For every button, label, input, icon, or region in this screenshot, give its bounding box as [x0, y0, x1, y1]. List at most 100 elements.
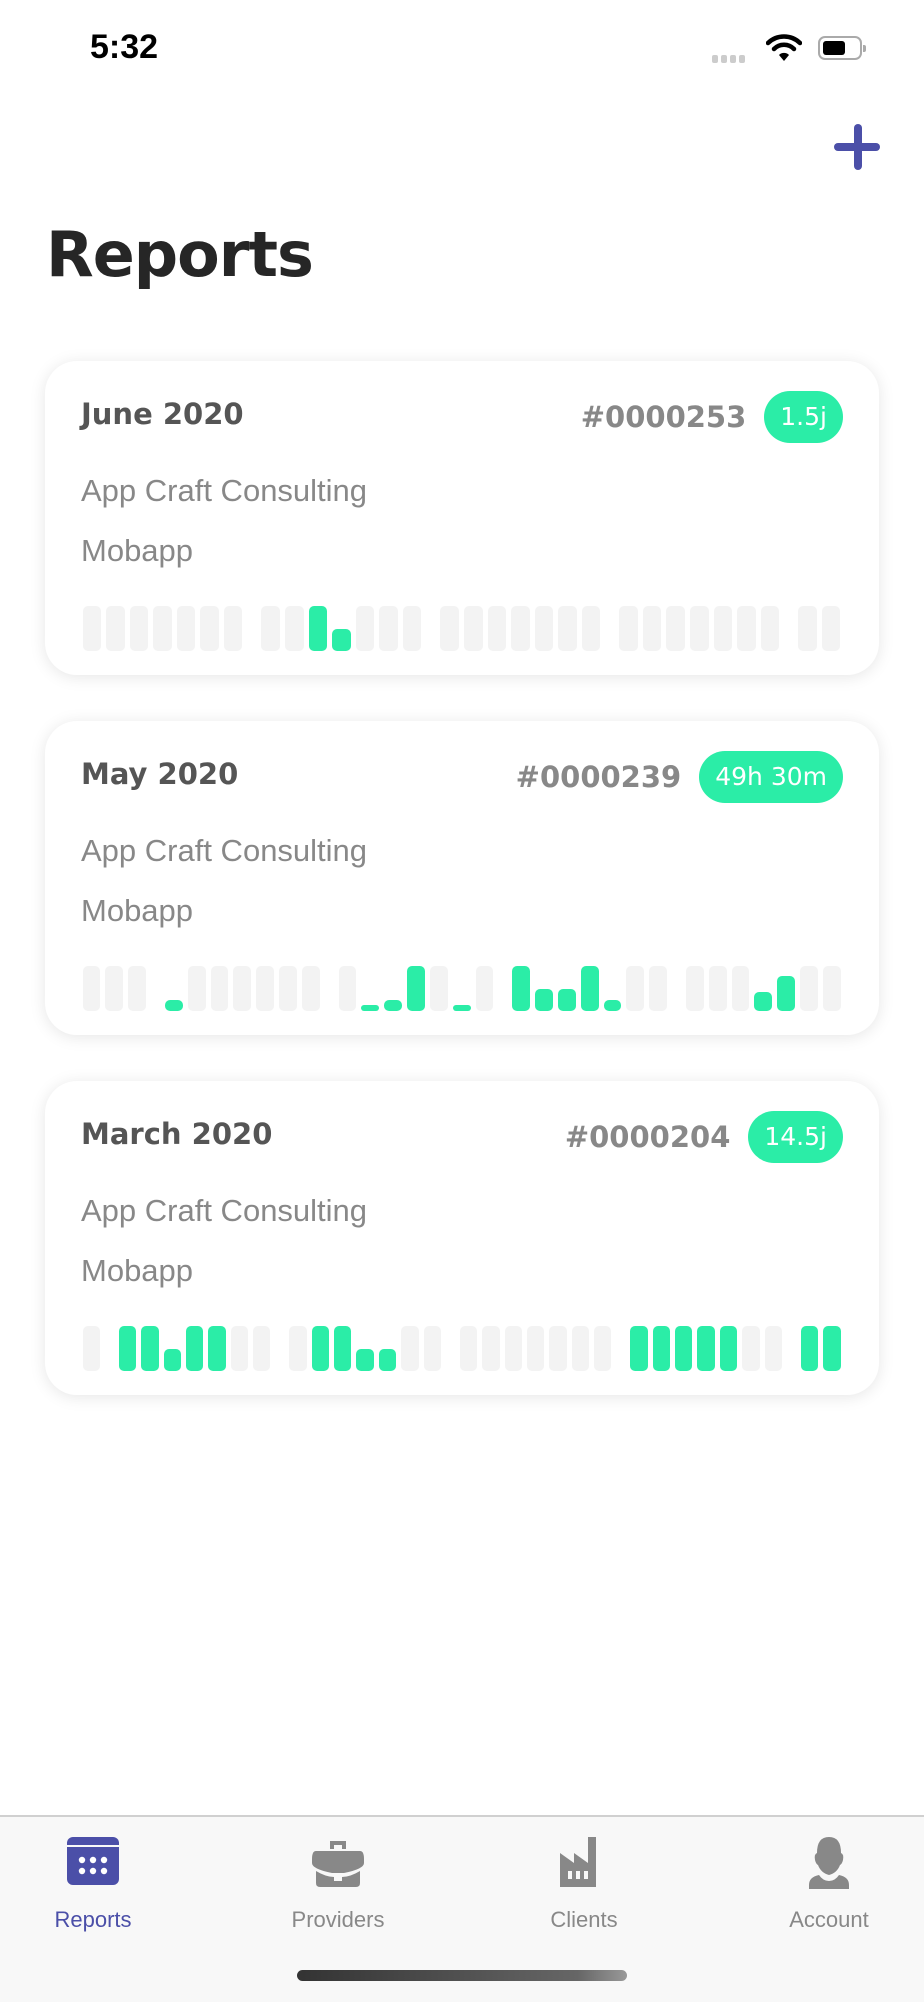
- day-bar-active: [164, 999, 183, 1011]
- day-bar-active: [800, 1326, 819, 1371]
- day-bar-active: [630, 1326, 648, 1371]
- day-bar-active: [356, 1348, 374, 1371]
- report-card[interactable]: May 2020 #0000239 49h 30m App Craft Cons…: [45, 721, 879, 1035]
- day-bar-empty: [666, 606, 685, 651]
- report-month: June 2020: [81, 397, 244, 431]
- home-indicator[interactable]: [297, 1970, 627, 1981]
- day-bar-empty: [402, 606, 422, 651]
- day-bar-empty: [800, 966, 818, 1011]
- day-bar-active: [697, 1326, 715, 1371]
- day-bar-active: [407, 966, 425, 1011]
- day-bar-active: [334, 1326, 352, 1371]
- calendar-icon: [67, 1837, 119, 1885]
- duration-badge: 14.5j: [748, 1111, 843, 1163]
- day-bar-empty: [253, 1326, 271, 1371]
- day-bar-active: [208, 1326, 226, 1371]
- day-bar-active: [512, 966, 531, 1011]
- day-bar-empty: [187, 966, 206, 1011]
- day-bar-active: [311, 1326, 330, 1371]
- day-bar-active: [823, 1326, 841, 1371]
- day-bar-empty: [690, 606, 709, 651]
- status-time: 5:32: [90, 28, 159, 66]
- day-bar-empty: [558, 606, 577, 651]
- add-report-button[interactable]: [834, 124, 880, 170]
- day-bar-empty: [82, 606, 102, 651]
- day-bar-empty: [821, 606, 841, 651]
- day-bar-empty: [642, 606, 662, 651]
- tab-label: Clients: [550, 1907, 618, 1932]
- report-number: #0000253: [580, 400, 747, 434]
- day-bar-empty: [511, 606, 530, 651]
- report-card[interactable]: June 2020 #0000253 1.5j App Craft Consul…: [45, 361, 879, 675]
- day-bar-empty: [105, 966, 124, 1011]
- day-bar-empty: [459, 1326, 478, 1371]
- day-bar-empty: [200, 606, 219, 651]
- day-bar-empty: [475, 966, 494, 1011]
- day-bar-active: [163, 1348, 181, 1371]
- report-project: Mobapp: [81, 893, 194, 928]
- day-bar-active: [141, 1326, 159, 1371]
- tab-label: Providers: [291, 1907, 385, 1932]
- user-icon: [809, 1837, 849, 1889]
- day-bar-active: [754, 991, 773, 1011]
- daily-activity-chart: [80, 966, 843, 1011]
- report-client: App Craft Consulting: [81, 1193, 368, 1228]
- day-bar-active: [557, 988, 576, 1011]
- report-number: #0000239: [515, 760, 682, 794]
- day-bar-active: [308, 606, 328, 651]
- day-bar-empty: [401, 1326, 419, 1371]
- tab-reports[interactable]: Reports: [0, 1835, 193, 1933]
- day-bar-empty: [210, 966, 229, 1011]
- day-bar-active: [185, 1326, 204, 1371]
- day-bar-empty: [176, 606, 196, 651]
- day-bar-empty: [526, 1326, 545, 1371]
- day-bar-empty: [261, 606, 280, 651]
- day-bar-empty: [230, 1326, 249, 1371]
- day-bar-empty: [708, 966, 727, 1011]
- tab-account[interactable]: Account: [729, 1835, 924, 1933]
- cellular-signal-icon: [712, 55, 745, 63]
- day-bar-empty: [429, 966, 448, 1011]
- day-bar-active: [332, 628, 351, 651]
- day-bar-empty: [731, 966, 750, 1011]
- briefcase-icon: [312, 1841, 364, 1887]
- day-bar-empty: [338, 966, 357, 1011]
- day-bar-empty: [440, 606, 459, 651]
- day-bar-empty: [256, 966, 274, 1011]
- day-bar-active: [603, 999, 622, 1011]
- day-bar-empty: [581, 606, 601, 651]
- day-bar-active: [580, 966, 599, 1011]
- day-bar-empty: [355, 606, 375, 651]
- tab-label: Account: [789, 1907, 869, 1932]
- day-bar-empty: [153, 606, 172, 651]
- duration-badge: 1.5j: [764, 391, 843, 443]
- day-bar-empty: [379, 606, 398, 651]
- tab-providers[interactable]: Providers: [238, 1835, 438, 1933]
- day-bar-active: [652, 1326, 671, 1371]
- daily-activity-chart: [80, 1326, 843, 1371]
- tab-clients[interactable]: Clients: [484, 1835, 684, 1933]
- day-bar-active: [118, 1326, 137, 1371]
- day-bar-empty: [482, 1326, 500, 1371]
- day-bar-active: [378, 1348, 397, 1371]
- day-bar-active: [777, 975, 796, 1011]
- day-bar-empty: [686, 966, 704, 1011]
- day-bar-empty: [649, 966, 667, 1011]
- day-bar-empty: [233, 966, 252, 1011]
- day-bar-active: [384, 999, 403, 1011]
- day-bar-empty: [713, 606, 733, 651]
- factory-icon: [560, 1837, 596, 1887]
- report-card[interactable]: March 2020 #0000204 14.5j App Craft Cons…: [45, 1081, 879, 1395]
- report-month: March 2020: [81, 1117, 273, 1151]
- day-bar-empty: [487, 606, 507, 651]
- day-bar-empty: [760, 606, 780, 651]
- day-bar-empty: [289, 1326, 307, 1371]
- report-client: App Craft Consulting: [81, 473, 368, 508]
- report-project: Mobapp: [81, 533, 194, 568]
- day-bar-empty: [504, 1326, 522, 1371]
- day-bar-empty: [764, 1326, 782, 1371]
- day-bar-empty: [549, 1326, 567, 1371]
- day-bar-active: [535, 988, 553, 1011]
- day-bar-active: [361, 1005, 380, 1011]
- report-project: Mobapp: [81, 1253, 194, 1288]
